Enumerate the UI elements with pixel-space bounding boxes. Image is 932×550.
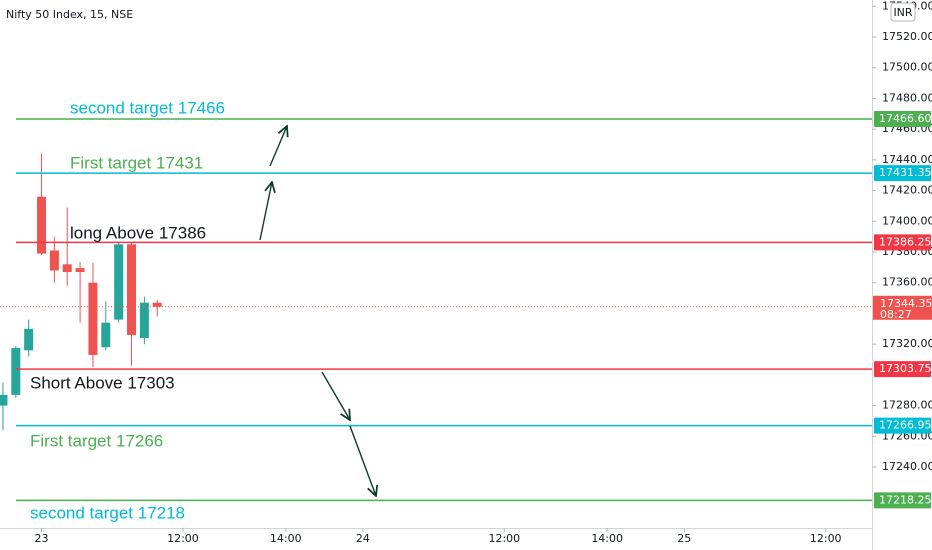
level-annotation: First target 17266 bbox=[30, 431, 163, 450]
currency-box bbox=[890, 2, 916, 22]
arrow bbox=[321, 371, 350, 420]
y-tick-label: 17400.00 bbox=[882, 214, 932, 227]
x-tick-label: 14:00 bbox=[591, 532, 623, 545]
y-tick-label: 17440.00 bbox=[882, 153, 932, 166]
level-annotation: second target 17218 bbox=[30, 503, 185, 522]
level-tag bbox=[874, 165, 931, 182]
level-annotation: First target 17431 bbox=[70, 153, 203, 172]
last-price-tag bbox=[873, 295, 932, 320]
arrows bbox=[259, 126, 376, 496]
candle-body bbox=[152, 302, 162, 307]
y-tick-label: 17500.00 bbox=[882, 61, 932, 74]
last-price-label: 17344.35 bbox=[880, 297, 932, 310]
level-tag-label: 17266.95 bbox=[879, 419, 932, 432]
candle-body bbox=[101, 322, 111, 348]
level-annotation: Short Above 17303 bbox=[30, 373, 175, 392]
candle-body bbox=[139, 302, 149, 339]
x-tick-label: 24 bbox=[356, 532, 370, 545]
candle-body bbox=[0, 394, 8, 406]
level-tag-label: 17386.25 bbox=[879, 235, 932, 248]
currency: INR bbox=[893, 6, 912, 19]
candle-body bbox=[24, 328, 34, 351]
level-tag bbox=[874, 361, 931, 378]
x-tick-label: 14:00 bbox=[270, 532, 302, 545]
level-tag-label: 17466.60 bbox=[879, 112, 932, 125]
arrow bbox=[259, 182, 272, 241]
candle-body bbox=[75, 268, 85, 272]
x-tick-label: 12:00 bbox=[810, 532, 842, 545]
y-tick-label: 17360.00 bbox=[882, 276, 932, 289]
y-tick-label: 17520.00 bbox=[882, 30, 932, 43]
candle-body bbox=[37, 196, 47, 254]
x-tick-label: 12:00 bbox=[488, 532, 520, 545]
arrow bbox=[269, 126, 287, 167]
y-tick-label: 17280.00 bbox=[882, 399, 932, 412]
level-annotation: second target 17466 bbox=[70, 98, 225, 117]
y-tick-label: 17480.00 bbox=[882, 91, 932, 104]
level-tag-label: 17218.25 bbox=[879, 493, 932, 506]
y-tick-label: 17320.00 bbox=[882, 337, 932, 350]
level-tag-label: 17303.75 bbox=[879, 362, 932, 375]
x-tick-label: 12:00 bbox=[167, 532, 199, 545]
level-annotation: long Above 17386 bbox=[70, 223, 206, 242]
x-tick-label: 25 bbox=[677, 532, 691, 545]
level-tag bbox=[874, 492, 931, 509]
x-tick-label: 23 bbox=[35, 532, 49, 545]
level-tag-label: 17431.35 bbox=[879, 166, 932, 179]
countdown: 08:27 bbox=[880, 308, 912, 321]
y-tick-label: 17240.00 bbox=[882, 460, 932, 473]
level-tag bbox=[874, 111, 931, 128]
y-tick-label: 17420.00 bbox=[882, 184, 932, 197]
level-tag bbox=[874, 234, 931, 251]
candle-body bbox=[62, 264, 72, 272]
candle-body bbox=[88, 282, 98, 355]
candle-body bbox=[11, 348, 21, 395]
arrow bbox=[349, 425, 376, 496]
candle-body bbox=[127, 244, 137, 335]
candle-body bbox=[49, 250, 59, 271]
candle-body bbox=[114, 244, 124, 320]
level-tag bbox=[874, 417, 931, 434]
chart-title: Nifty 50 Index, 15, NSE bbox=[6, 8, 133, 21]
